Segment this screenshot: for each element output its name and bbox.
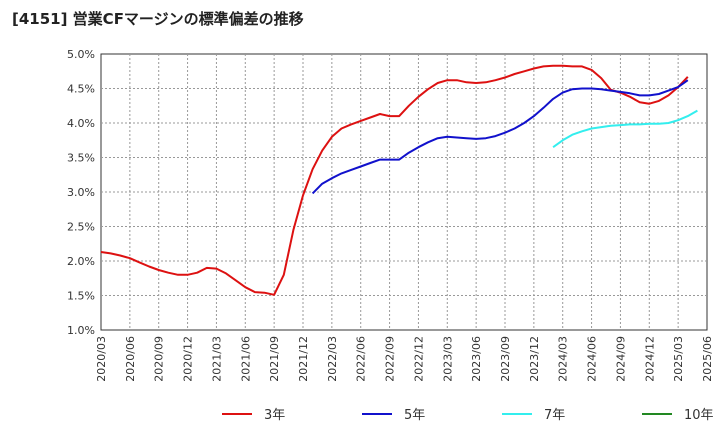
- series-line-3年: [100, 64, 689, 296]
- x-tick-label: 2022/03: [326, 336, 339, 382]
- x-tick-label: 2022/12: [412, 336, 425, 382]
- legend-label-3年: 3年: [264, 408, 285, 423]
- x-tick-label: 2023/12: [528, 336, 541, 382]
- gridlines: [101, 54, 707, 330]
- y-tick-label: 2.0%: [67, 255, 95, 268]
- y-tick-label: 1.0%: [67, 324, 95, 337]
- x-tick-label: 2020/03: [95, 336, 108, 382]
- y-tick-label: 3.0%: [67, 186, 95, 199]
- chart-title: [4151] 営業CFマージンの標準偏差の推移: [12, 10, 304, 28]
- y-tick-label: 4.0%: [67, 117, 95, 130]
- series-lines: [100, 64, 698, 296]
- y-tick-label: 3.5%: [67, 152, 95, 165]
- x-tick-label: 2024/09: [614, 336, 627, 382]
- x-tick-label: 2023/09: [499, 336, 512, 382]
- series-line-7年: [552, 109, 698, 149]
- y-axis: 1.0% 1.5% 2.0% 2.5% 3.0% 3.5% 4.0% 4.5% 5.0%: [67, 48, 95, 337]
- x-tick-label: 2025/03: [672, 336, 685, 382]
- legend-label-10年: 10年: [684, 408, 714, 423]
- x-tick-label: 2020/09: [153, 336, 166, 382]
- x-tick-label: 2020/06: [124, 336, 137, 382]
- y-tick-label: 5.0%: [67, 48, 95, 61]
- x-tick-label: 2023/03: [441, 336, 454, 382]
- x-tick-label: 2021/09: [268, 336, 281, 382]
- series-line-5年: [311, 79, 689, 195]
- x-tick-label: 2022/06: [355, 336, 368, 382]
- x-tick-label: 2022/09: [384, 336, 397, 382]
- x-tick-label: 2021/03: [210, 336, 223, 382]
- legend-label-7年: 7年: [544, 408, 565, 423]
- y-tick-label: 4.5%: [67, 83, 95, 96]
- x-tick-label: 2025/06: [701, 336, 714, 382]
- y-tick-label: 2.5%: [67, 221, 95, 234]
- x-axis: 2020/03 2020/06 2020/09 2020/12 2021/03 2021/…: [95, 336, 714, 382]
- x-tick-label: 2024/03: [557, 336, 570, 382]
- x-tick-label: 2023/06: [470, 336, 483, 382]
- x-tick-label: 2024/12: [643, 336, 656, 382]
- x-tick-label: 2024/06: [586, 336, 599, 382]
- y-tick-label: 1.5%: [67, 290, 95, 303]
- x-tick-label: 2021/12: [297, 336, 310, 382]
- x-tick-label: 2021/06: [239, 336, 252, 382]
- legend-label-5年: 5年: [404, 408, 425, 423]
- plot-area: [100, 53, 708, 331]
- legend: 3年 5年 7年 10年: [222, 408, 714, 423]
- x-tick-label: 2020/12: [182, 336, 195, 382]
